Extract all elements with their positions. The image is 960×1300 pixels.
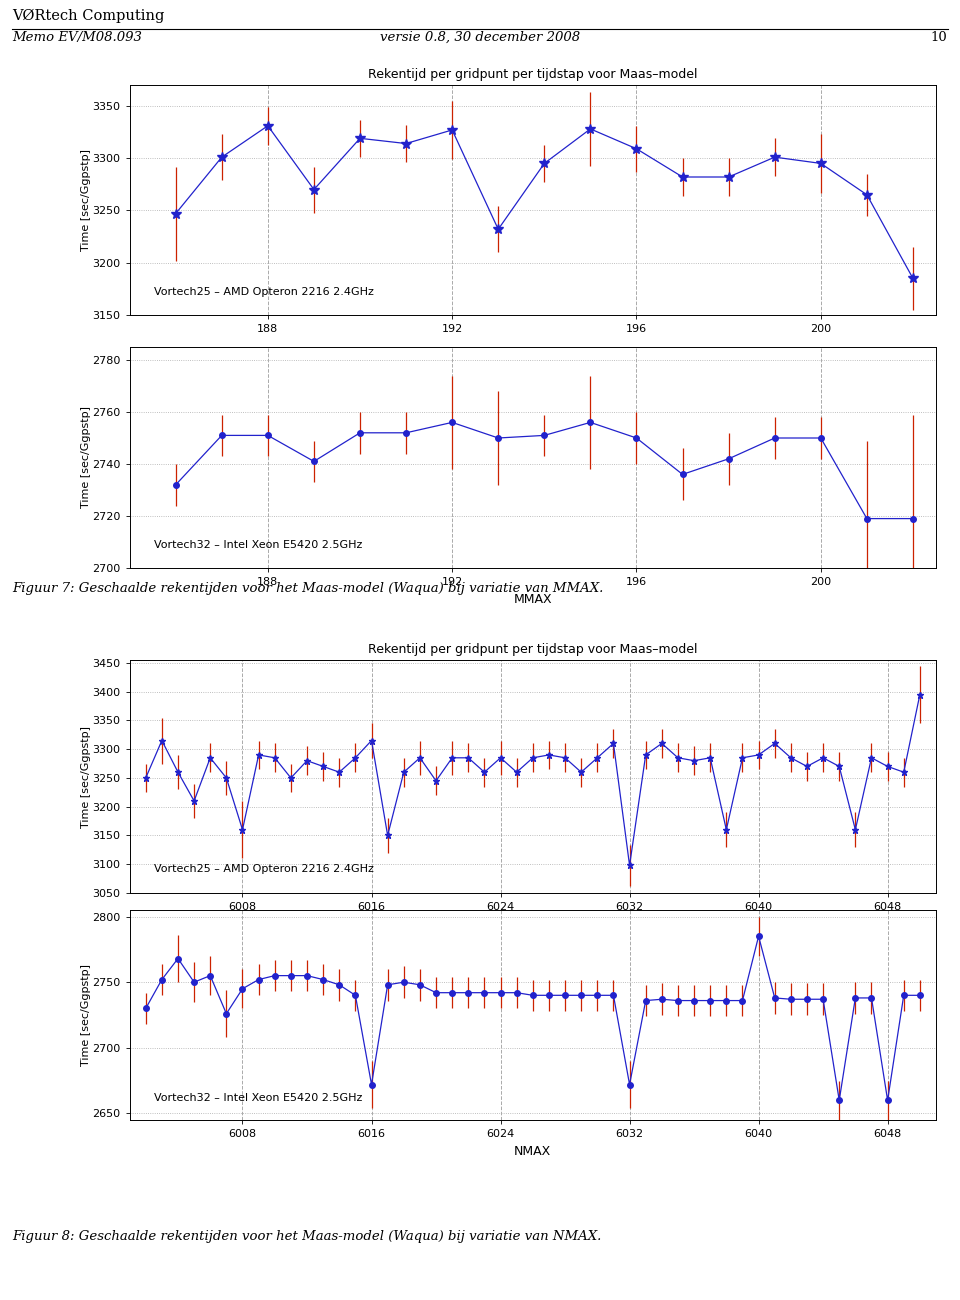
- Text: Vortech25 – AMD Opteron 2216 2.4GHz: Vortech25 – AMD Opteron 2216 2.4GHz: [154, 864, 373, 875]
- Text: Figuur 8: Geschaalde rekentijden voor het Maas-model (Waqua) bij variatie van NM: Figuur 8: Geschaalde rekentijden voor he…: [12, 1230, 602, 1243]
- Text: 10: 10: [931, 31, 948, 44]
- Text: versie 0.8, 30 december 2008: versie 0.8, 30 december 2008: [380, 31, 580, 44]
- Y-axis label: Time [sec/Ggpstp]: Time [sec/Ggpstp]: [81, 725, 91, 828]
- Text: Figuur 7: Geschaalde rekentijden voor het Maas-model (Waqua) bij variatie van MM: Figuur 7: Geschaalde rekentijden voor he…: [12, 582, 604, 595]
- Text: Vortech32 – Intel Xeon E5420 2.5GHz: Vortech32 – Intel Xeon E5420 2.5GHz: [154, 1093, 362, 1104]
- Text: Memo EV/M08.093: Memo EV/M08.093: [12, 31, 142, 44]
- Text: Vortech25 – AMD Opteron 2216 2.4GHz: Vortech25 – AMD Opteron 2216 2.4GHz: [154, 286, 373, 296]
- Text: VØRtech Computing: VØRtech Computing: [12, 9, 165, 23]
- Y-axis label: Time [sec/Ggpstp]: Time [sec/Ggpstp]: [81, 407, 91, 508]
- X-axis label: MMAX: MMAX: [514, 593, 552, 606]
- X-axis label: NMAX: NMAX: [515, 1144, 551, 1157]
- Y-axis label: Time [sec/Ggpstp]: Time [sec/Ggpstp]: [81, 965, 91, 1066]
- Text: Vortech32 – Intel Xeon E5420 2.5GHz: Vortech32 – Intel Xeon E5420 2.5GHz: [154, 541, 362, 550]
- Title: Rekentijd per gridpunt per tijdstap voor Maas–model: Rekentijd per gridpunt per tijdstap voor…: [368, 68, 698, 81]
- Y-axis label: Time [sec/Ggpstp]: Time [sec/Ggpstp]: [81, 150, 91, 251]
- Title: Rekentijd per gridpunt per tijdstap voor Maas–model: Rekentijd per gridpunt per tijdstap voor…: [368, 644, 698, 656]
